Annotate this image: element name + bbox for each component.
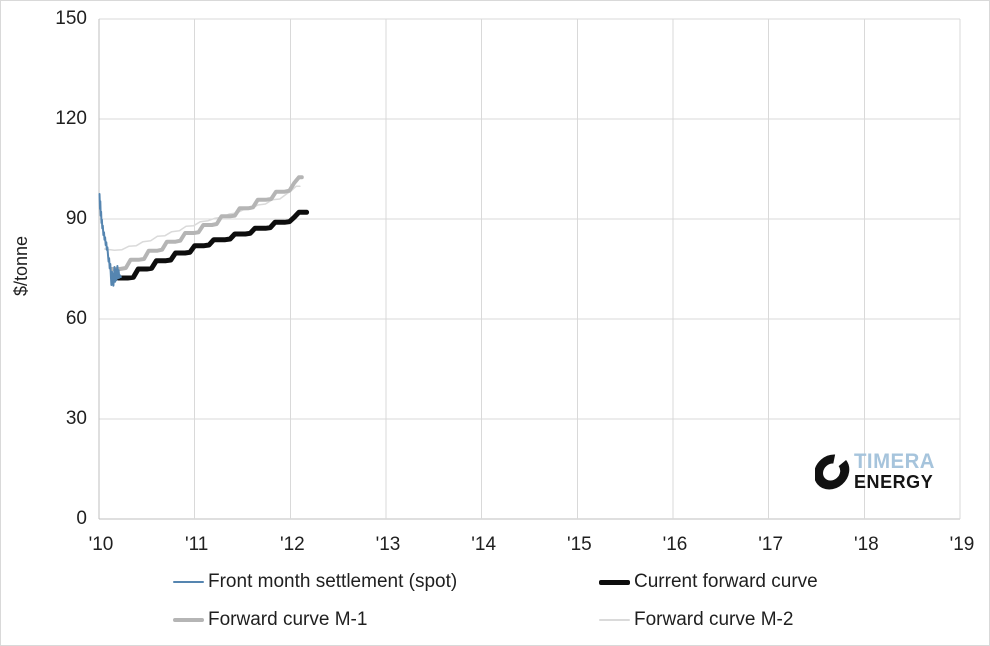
x-tick-label: '12 [279, 534, 305, 555]
y-tick-label: 150 [55, 8, 87, 29]
legend-label-forward-m2: Forward curve M-2 [634, 609, 794, 630]
legend-label-forward-m1: Forward curve M-1 [208, 609, 368, 630]
legend-swatch-forward-m2 [599, 619, 630, 621]
x-tick-label: '13 [375, 534, 401, 555]
legend-item-spot: Front month settlement (spot) [173, 569, 457, 595]
y-tick-label: 90 [65, 208, 87, 229]
y-tick-label: 0 [76, 508, 87, 529]
x-tick-label: '11 [184, 534, 209, 555]
timera-logo-icon [815, 454, 850, 490]
timera-logo-text: TIMERA ENERGY [854, 451, 938, 492]
legend-label-current-forward: Current forward curve [634, 571, 818, 592]
y-tick-label: 30 [65, 408, 87, 429]
x-tick-label: '15 [566, 534, 592, 555]
x-tick-label: '16 [662, 534, 688, 555]
legend-item-forward-m2: Forward curve M-2 [599, 607, 793, 633]
x-tick-label: '18 [853, 534, 879, 555]
y-tick-label: 60 [65, 308, 87, 329]
legend-swatch-forward-m1 [173, 618, 204, 622]
x-tick-label: '14 [471, 534, 497, 555]
legend-swatch-spot [173, 581, 204, 583]
x-tick-label: '19 [949, 534, 975, 555]
timera-logo: TIMERA ENERGY [815, 448, 938, 494]
y-tick-label: 120 [55, 108, 87, 129]
x-tick-label: '17 [758, 534, 784, 555]
legend-label-spot: Front month settlement (spot) [208, 571, 458, 592]
legend-item-forward-m1: Forward curve M-1 [173, 607, 367, 633]
timera-logo-line2: ENERGY [854, 470, 934, 492]
x-tick-label: '10 [88, 534, 114, 555]
timera-logo-line1: TIMERA [854, 449, 935, 473]
legend-swatch-current-forward [599, 579, 630, 585]
legend-item-current-forward: Current forward curve [599, 569, 818, 595]
